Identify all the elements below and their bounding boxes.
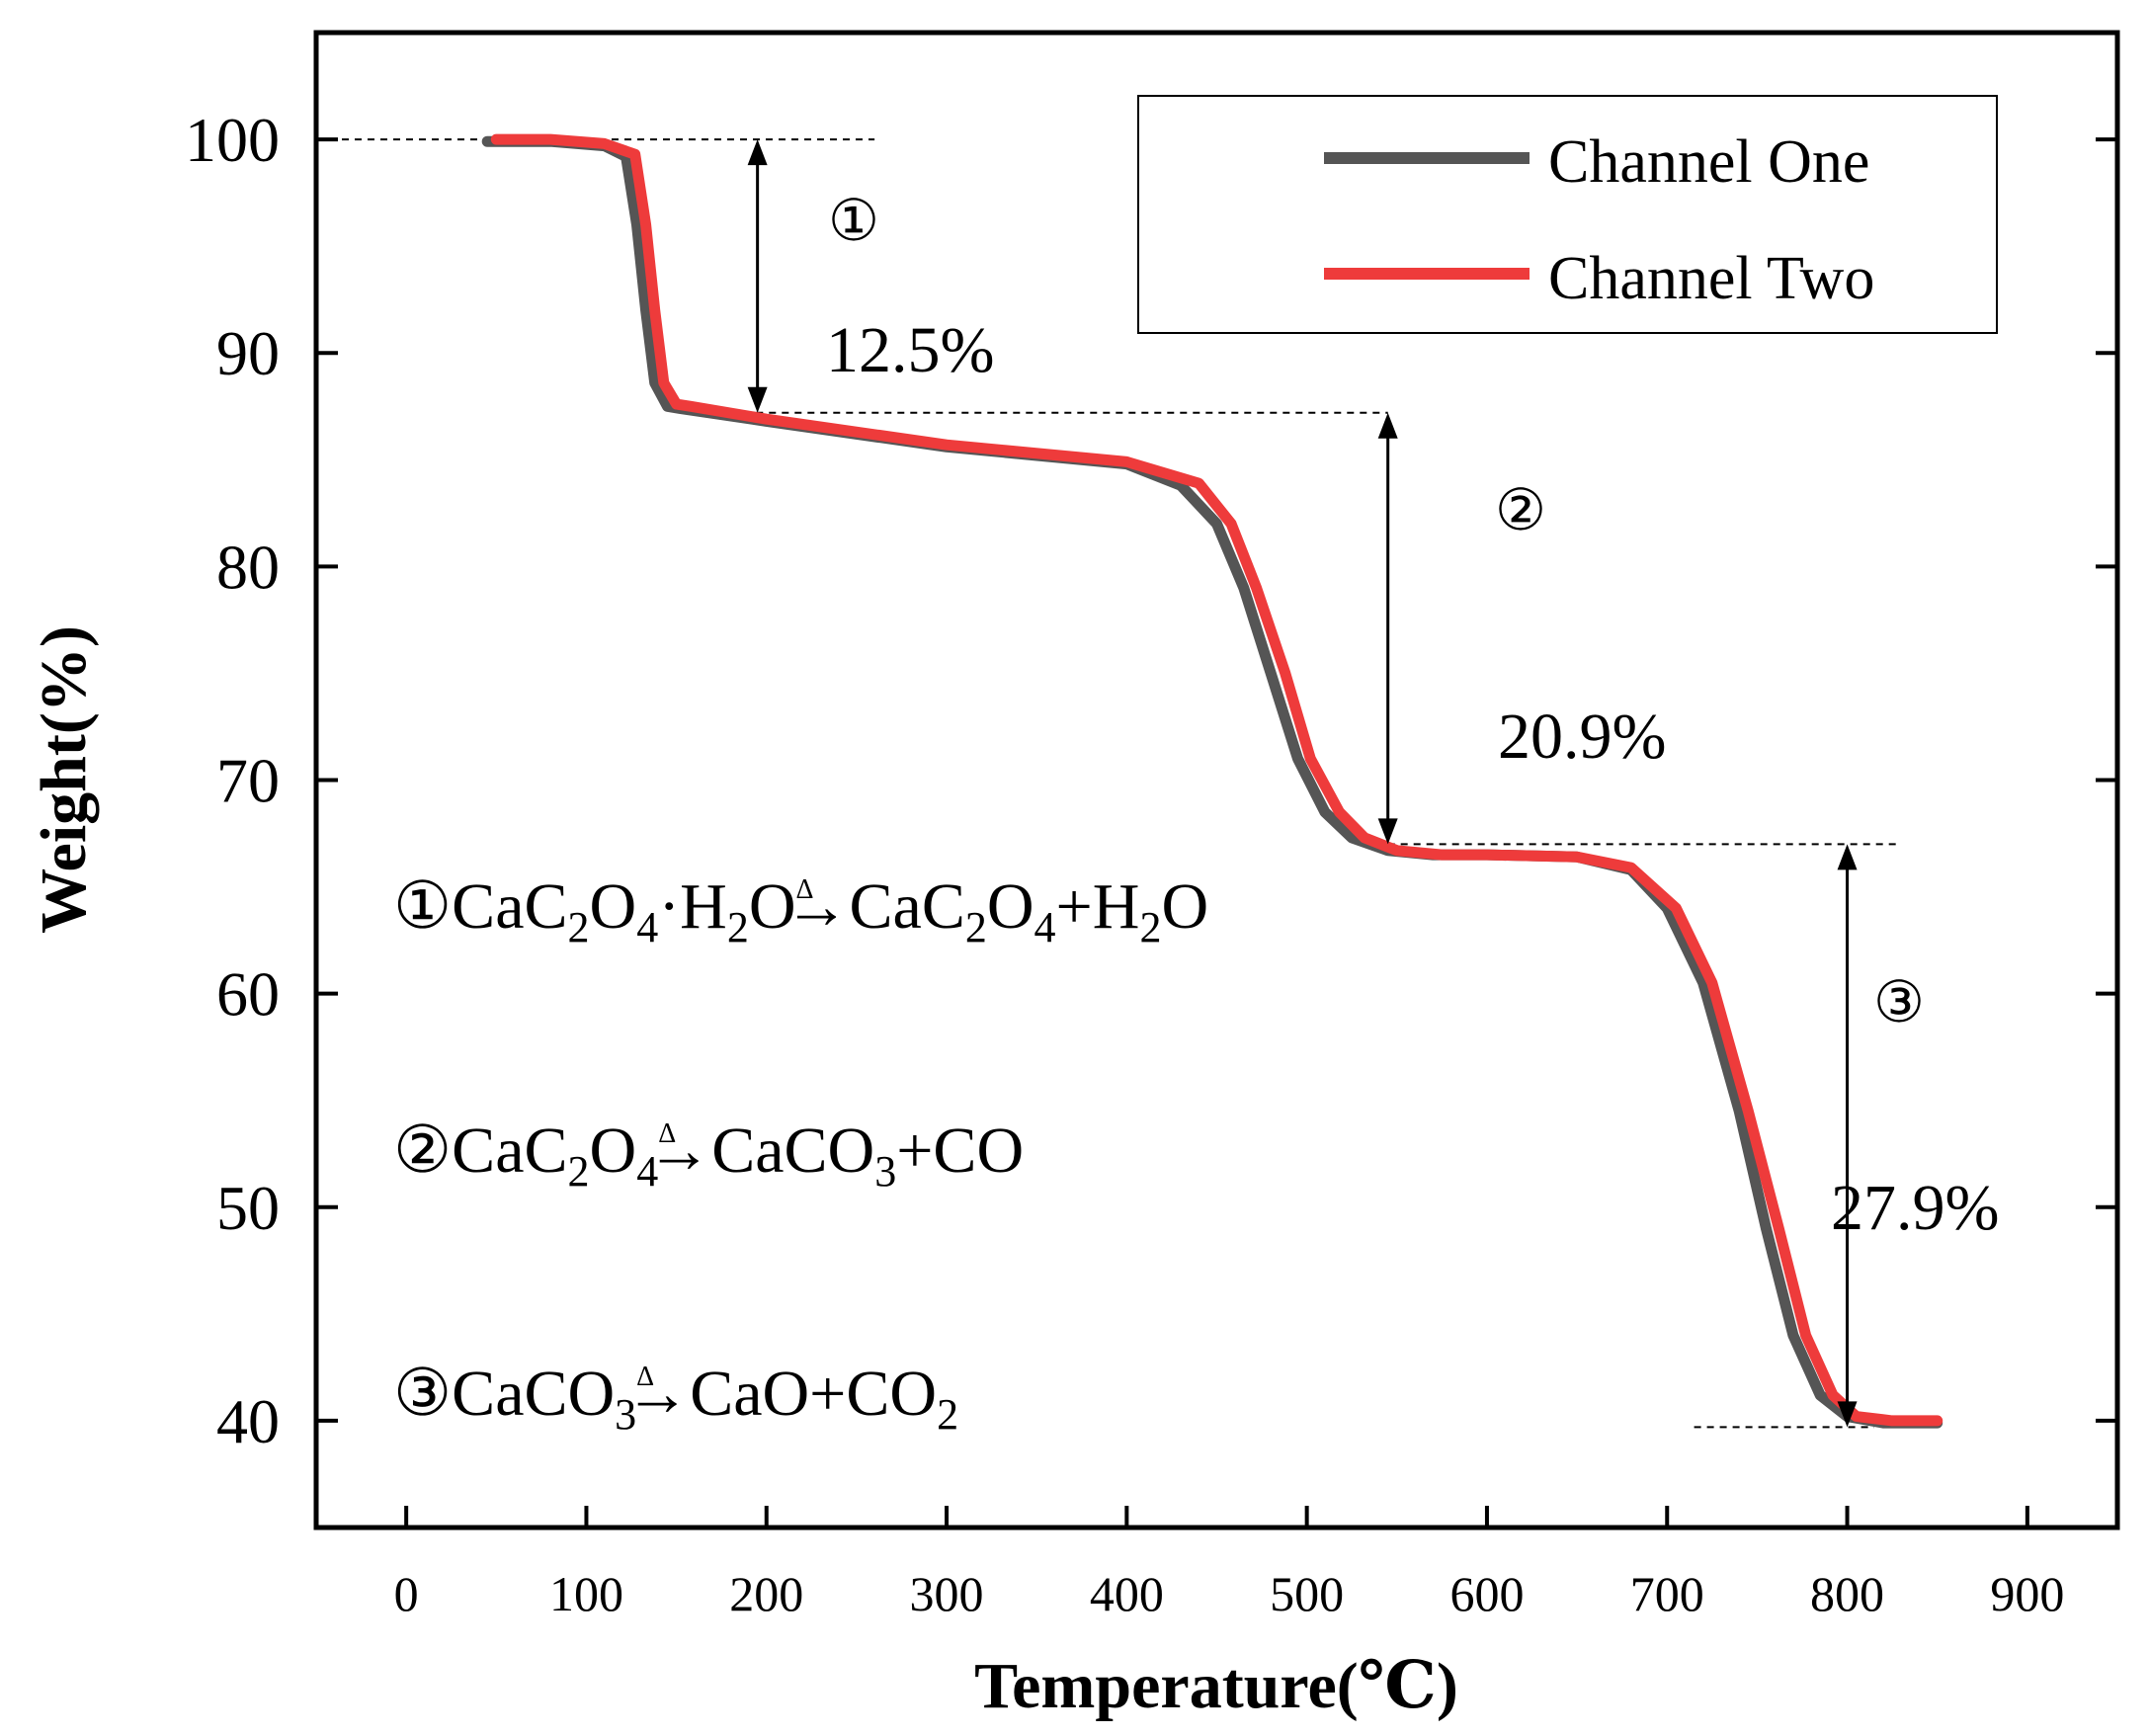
step2-circle: ② [1495, 478, 1546, 542]
series-lines [481, 133, 1943, 1429]
x-tick-label: 900 [1990, 1566, 2064, 1621]
equation-text: ③CaCO3​Δ→CaO+CO2​ [393, 1358, 958, 1439]
y-tick-label: 80 [216, 532, 280, 602]
y-tick-label: 90 [216, 318, 280, 388]
y-tick-label: 70 [216, 746, 280, 816]
axis-ticks: 0 100 200 300 400 500 600 700 800 900 40 50 60 70 80 90… [185, 105, 2117, 1621]
step1-loss-label: 12.5% [826, 314, 994, 386]
y-tick-label: 50 [216, 1173, 280, 1243]
arrow-head [1837, 844, 1858, 870]
reference-lines [316, 138, 1902, 1429]
x-tick-label: 600 [1449, 1566, 1524, 1621]
reaction-equation-1: ①CaC2​O4​·H2​OΔ→CaC2​O4​+H2​O [393, 870, 1208, 951]
equation-text: ①CaC2​O4​·H2​OΔ→CaC2​O4​+H2​O [393, 870, 1208, 951]
legend-box [1137, 95, 1998, 334]
legend: Channel One Channel Two [1137, 95, 1998, 334]
x-tick-label: 500 [1270, 1566, 1344, 1621]
x-tick-label: 200 [729, 1566, 803, 1621]
y-axis-title: Weight(%) [28, 625, 100, 934]
x-tick-label: 100 [549, 1566, 623, 1621]
legend-label-channel-two: Channel Two [1548, 245, 1874, 312]
equation-text: ②CaC2​O4​Δ→CaCO3​+CO [393, 1115, 1024, 1196]
step3-loss-label: 27.9% [1831, 1172, 1999, 1244]
y-tick-label: 60 [216, 959, 280, 1030]
series-line-channel-one [481, 135, 1943, 1429]
arrow-head [1377, 412, 1398, 439]
arrow-head [1837, 1401, 1858, 1428]
step1-circle: ① [828, 189, 879, 253]
x-axis-title: Temperature(℃) [974, 1650, 1458, 1722]
mass-loss-arrows [747, 139, 1858, 1428]
arrow-head [747, 139, 768, 166]
x-tick-label: 400 [1090, 1566, 1164, 1621]
arrow-head [1377, 818, 1398, 845]
reaction-equation-2: ②CaC2​O4​Δ→CaCO3​+CO [393, 1115, 1024, 1196]
x-tick-label: 0 [394, 1566, 419, 1621]
step2-loss-label: 20.9% [1498, 701, 1666, 773]
step3-circle: ③ [1873, 970, 1925, 1034]
y-tick-label: 40 [216, 1386, 280, 1456]
y-tick-label: 100 [185, 105, 280, 175]
x-tick-label: 700 [1630, 1566, 1704, 1621]
series-line-channel-two [490, 133, 1943, 1427]
reaction-equations: ①CaC2​O4​·H2​OΔ→CaC2​O4​+H2​O ②CaC2​O4​Δ→… [393, 870, 1208, 1439]
x-tick-label: 300 [910, 1566, 984, 1621]
reaction-equation-3: ③CaCO3​Δ→CaO+CO2​ [393, 1358, 958, 1439]
arrow-head [747, 386, 768, 413]
legend-label-channel-one: Channel One [1548, 128, 1869, 196]
x-tick-label: 800 [1810, 1566, 1884, 1621]
